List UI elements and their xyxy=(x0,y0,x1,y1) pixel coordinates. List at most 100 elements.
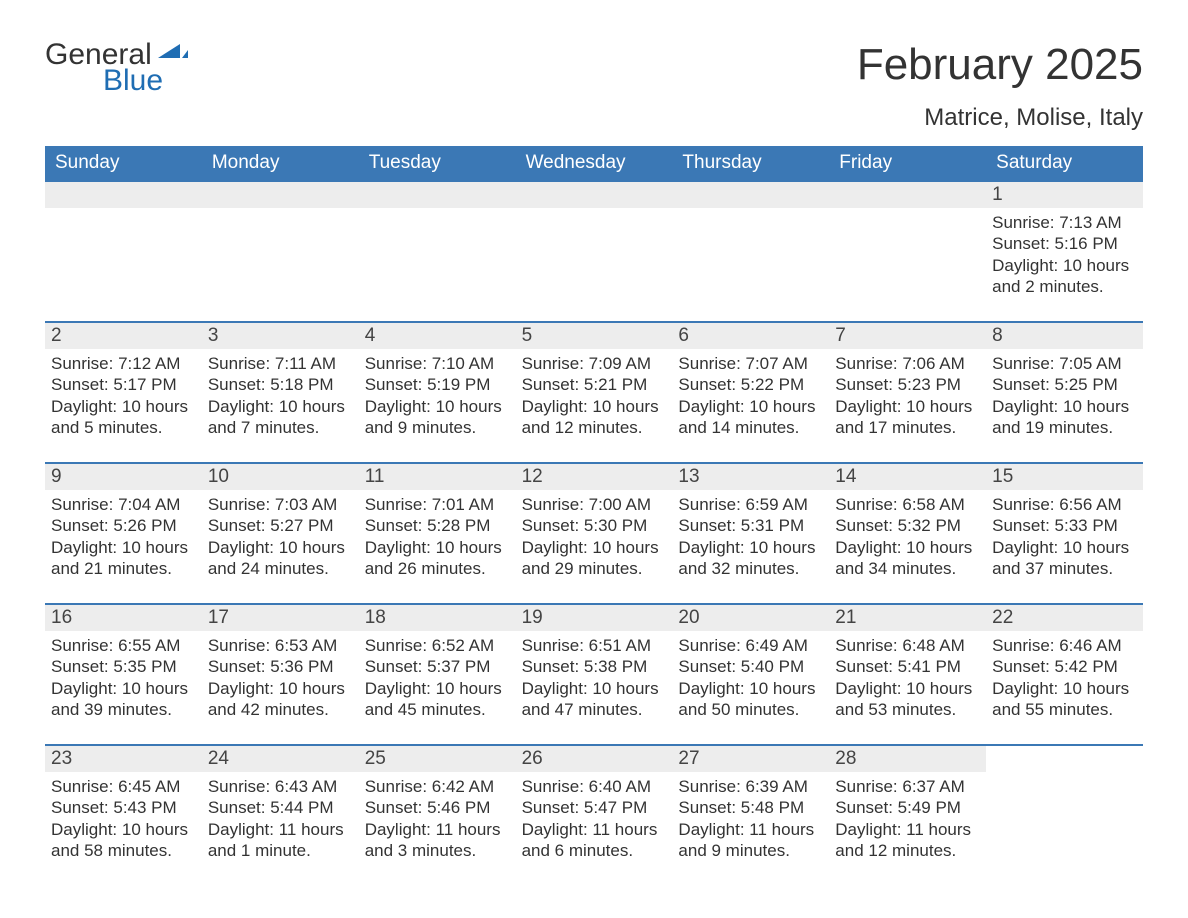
day-number: 24 xyxy=(202,746,359,772)
day-header-cell: Tuesday xyxy=(359,146,516,180)
header: General Blue February 2025 Matrice, Moli… xyxy=(45,40,1143,142)
day-body xyxy=(202,208,359,212)
day-cell: 7Sunrise: 7:06 AMSunset: 5:23 PMDaylight… xyxy=(829,323,986,438)
weeks-container: 1Sunrise: 7:13 AMSunset: 5:16 PMDaylight… xyxy=(45,180,1143,861)
day-number: 26 xyxy=(516,746,673,772)
day-day1: Daylight: 10 hours xyxy=(51,396,196,417)
day-day1: Daylight: 11 hours xyxy=(522,819,667,840)
day-body: Sunrise: 7:00 AMSunset: 5:30 PMDaylight:… xyxy=(516,490,673,579)
day-sunset: Sunset: 5:48 PM xyxy=(678,797,823,818)
day-number: 4 xyxy=(359,323,516,349)
day-sunset: Sunset: 5:22 PM xyxy=(678,374,823,395)
day-body: Sunrise: 6:43 AMSunset: 5:44 PMDaylight:… xyxy=(202,772,359,861)
day-day1: Daylight: 10 hours xyxy=(678,396,823,417)
day-body: Sunrise: 6:53 AMSunset: 5:36 PMDaylight:… xyxy=(202,631,359,720)
day-body xyxy=(359,208,516,212)
day-number: 23 xyxy=(45,746,202,772)
day-body: Sunrise: 6:55 AMSunset: 5:35 PMDaylight:… xyxy=(45,631,202,720)
day-body: Sunrise: 7:01 AMSunset: 5:28 PMDaylight:… xyxy=(359,490,516,579)
day-day2: and 3 minutes. xyxy=(365,840,510,861)
day-day2: and 50 minutes. xyxy=(678,699,823,720)
day-day1: Daylight: 10 hours xyxy=(51,537,196,558)
day-sunset: Sunset: 5:40 PM xyxy=(678,656,823,677)
day-cell xyxy=(672,182,829,297)
day-body: Sunrise: 6:58 AMSunset: 5:32 PMDaylight:… xyxy=(829,490,986,579)
day-day2: and 45 minutes. xyxy=(365,699,510,720)
day-day2: and 37 minutes. xyxy=(992,558,1137,579)
day-number: 15 xyxy=(986,464,1143,490)
day-day2: and 34 minutes. xyxy=(835,558,980,579)
day-sunset: Sunset: 5:35 PM xyxy=(51,656,196,677)
day-sunset: Sunset: 5:17 PM xyxy=(51,374,196,395)
day-sunset: Sunset: 5:18 PM xyxy=(208,374,353,395)
week-row: 2Sunrise: 7:12 AMSunset: 5:17 PMDaylight… xyxy=(45,321,1143,438)
day-day2: and 2 minutes. xyxy=(992,276,1137,297)
day-number: 12 xyxy=(516,464,673,490)
day-sunset: Sunset: 5:46 PM xyxy=(365,797,510,818)
day-day1: Daylight: 10 hours xyxy=(992,255,1137,276)
day-sunset: Sunset: 5:26 PM xyxy=(51,515,196,536)
day-cell: 18Sunrise: 6:52 AMSunset: 5:37 PMDayligh… xyxy=(359,605,516,720)
day-sunrise: Sunrise: 7:09 AM xyxy=(522,353,667,374)
day-day1: Daylight: 10 hours xyxy=(678,537,823,558)
day-day2: and 12 minutes. xyxy=(835,840,980,861)
day-cell: 15Sunrise: 6:56 AMSunset: 5:33 PMDayligh… xyxy=(986,464,1143,579)
day-body: Sunrise: 6:37 AMSunset: 5:49 PMDaylight:… xyxy=(829,772,986,861)
day-body: Sunrise: 7:11 AMSunset: 5:18 PMDaylight:… xyxy=(202,349,359,438)
day-body: Sunrise: 7:13 AMSunset: 5:16 PMDaylight:… xyxy=(986,208,1143,297)
week-row: 9Sunrise: 7:04 AMSunset: 5:26 PMDaylight… xyxy=(45,462,1143,579)
day-number: 18 xyxy=(359,605,516,631)
day-sunrise: Sunrise: 6:59 AM xyxy=(678,494,823,515)
day-body: Sunrise: 7:03 AMSunset: 5:27 PMDaylight:… xyxy=(202,490,359,579)
day-day1: Daylight: 10 hours xyxy=(678,678,823,699)
day-sunset: Sunset: 5:47 PM xyxy=(522,797,667,818)
day-day2: and 26 minutes. xyxy=(365,558,510,579)
day-cell: 10Sunrise: 7:03 AMSunset: 5:27 PMDayligh… xyxy=(202,464,359,579)
day-number: 8 xyxy=(986,323,1143,349)
day-number: 11 xyxy=(359,464,516,490)
day-number xyxy=(359,182,516,208)
day-cell: 12Sunrise: 7:00 AMSunset: 5:30 PMDayligh… xyxy=(516,464,673,579)
day-number: 20 xyxy=(672,605,829,631)
day-number xyxy=(202,182,359,208)
day-day2: and 1 minute. xyxy=(208,840,353,861)
day-day1: Daylight: 10 hours xyxy=(208,678,353,699)
day-number xyxy=(986,746,1143,772)
day-body: Sunrise: 7:09 AMSunset: 5:21 PMDaylight:… xyxy=(516,349,673,438)
day-sunset: Sunset: 5:49 PM xyxy=(835,797,980,818)
day-sunset: Sunset: 5:38 PM xyxy=(522,656,667,677)
day-cell xyxy=(986,746,1143,861)
title-block: February 2025 Matrice, Molise, Italy xyxy=(857,40,1143,142)
day-day1: Daylight: 10 hours xyxy=(992,537,1137,558)
day-sunset: Sunset: 5:41 PM xyxy=(835,656,980,677)
day-header-cell: Wednesday xyxy=(516,146,673,180)
day-day2: and 14 minutes. xyxy=(678,417,823,438)
day-day1: Daylight: 10 hours xyxy=(835,396,980,417)
day-sunrise: Sunrise: 7:05 AM xyxy=(992,353,1137,374)
day-body: Sunrise: 6:51 AMSunset: 5:38 PMDaylight:… xyxy=(516,631,673,720)
day-day2: and 55 minutes. xyxy=(992,699,1137,720)
day-day1: Daylight: 11 hours xyxy=(678,819,823,840)
day-day2: and 9 minutes. xyxy=(678,840,823,861)
day-day1: Daylight: 10 hours xyxy=(208,537,353,558)
day-body: Sunrise: 6:42 AMSunset: 5:46 PMDaylight:… xyxy=(359,772,516,861)
day-body xyxy=(829,208,986,212)
day-number xyxy=(516,182,673,208)
day-body xyxy=(672,208,829,212)
day-number xyxy=(45,182,202,208)
day-sunrise: Sunrise: 7:01 AM xyxy=(365,494,510,515)
day-number: 2 xyxy=(45,323,202,349)
day-body: Sunrise: 7:05 AMSunset: 5:25 PMDaylight:… xyxy=(986,349,1143,438)
day-day2: and 39 minutes. xyxy=(51,699,196,720)
day-header-cell: Thursday xyxy=(672,146,829,180)
day-day2: and 9 minutes. xyxy=(365,417,510,438)
day-cell: 25Sunrise: 6:42 AMSunset: 5:46 PMDayligh… xyxy=(359,746,516,861)
day-day1: Daylight: 11 hours xyxy=(365,819,510,840)
day-sunset: Sunset: 5:36 PM xyxy=(208,656,353,677)
day-sunrise: Sunrise: 7:12 AM xyxy=(51,353,196,374)
day-day1: Daylight: 10 hours xyxy=(522,678,667,699)
day-day1: Daylight: 10 hours xyxy=(365,396,510,417)
day-sunset: Sunset: 5:43 PM xyxy=(51,797,196,818)
day-sunrise: Sunrise: 6:48 AM xyxy=(835,635,980,656)
day-sunset: Sunset: 5:21 PM xyxy=(522,374,667,395)
